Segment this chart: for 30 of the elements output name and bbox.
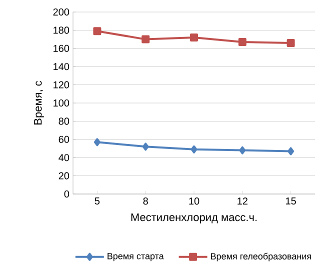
point: [142, 142, 149, 151]
y-tick-label: 0: [64, 190, 70, 198]
y-tick-label: 140: [54, 63, 70, 70]
y-tick-label: 80: [58, 118, 70, 125]
point: [286, 38, 295, 47]
y-tick-label: 60: [58, 136, 70, 143]
point: [238, 38, 246, 46]
point: [190, 145, 198, 154]
y-tick-label: 160: [54, 44, 70, 52]
x-tick-label: 10: [189, 198, 200, 205]
x-tick-label: 5: [94, 198, 100, 205]
x-tick-label: 8: [143, 198, 148, 205]
point: [288, 147, 294, 156]
point: [94, 138, 100, 146]
legend-label: Время гелеобразования: [211, 252, 311, 262]
y-tick-label: 120: [54, 81, 70, 88]
point: [93, 27, 102, 36]
point: [142, 35, 150, 44]
y-tick-label: 180: [54, 26, 70, 34]
point: [239, 146, 246, 154]
x-tick-label: 12: [238, 198, 248, 205]
legend-label: Время старта: [108, 253, 164, 262]
y-tick-label: 200: [53, 8, 70, 16]
x-axis-title: Местиленхлорид масс.ч.: [131, 213, 257, 224]
y-tick-label: 20: [58, 172, 70, 180]
y-axis-title: Время, с: [34, 80, 44, 124]
y-tick-label: 40: [58, 154, 70, 162]
x-tick-label: 15: [286, 198, 296, 205]
point: [190, 33, 198, 42]
y-tick-label: 100: [54, 99, 70, 107]
